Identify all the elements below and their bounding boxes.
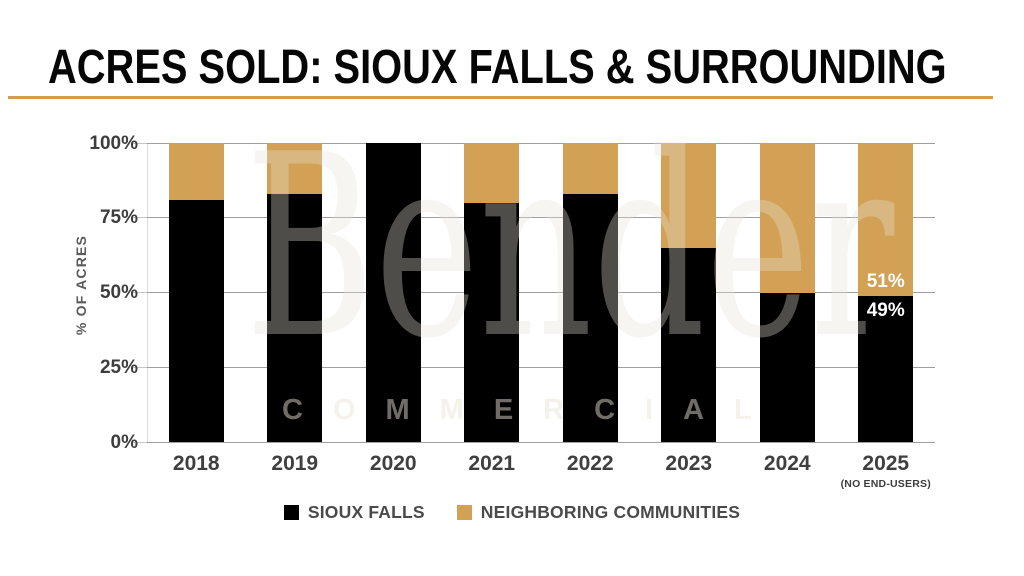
bar-2023-segment-neighboring-communities bbox=[661, 143, 717, 248]
x-label-2021: 2021 bbox=[468, 452, 516, 475]
bar-2019-segment-sioux-falls bbox=[267, 193, 323, 442]
bar-2023-segment-sioux-falls bbox=[661, 247, 717, 442]
legend-label-sioux-falls: SIOUX FALLS bbox=[307, 502, 425, 522]
bar-2022-segment-neighboring-communities bbox=[562, 143, 618, 194]
bar-2024-segment-sioux-falls bbox=[759, 292, 815, 442]
y-tick-0 bbox=[131, 441, 147, 443]
gridline-25 bbox=[147, 366, 935, 368]
legend-swatch-neighboring-communities bbox=[456, 505, 472, 520]
legend-swatch-sioux-falls bbox=[283, 505, 299, 520]
y-tick-50 bbox=[131, 292, 147, 293]
x-label-note-2025: (NO END-USERS) bbox=[840, 478, 931, 490]
bar-2019-segment-neighboring-communities bbox=[267, 143, 323, 194]
y-tick-75 bbox=[131, 217, 147, 219]
bar-2025-label-sioux-falls: 49% bbox=[866, 299, 905, 321]
gridline-75 bbox=[147, 217, 935, 219]
x-label-2023: 2023 bbox=[665, 452, 713, 475]
gridline-50 bbox=[147, 292, 935, 293]
bar-2022 bbox=[562, 143, 618, 442]
bar-2020 bbox=[365, 143, 421, 442]
bar-2021 bbox=[464, 143, 520, 442]
y-tick-label-100: 100% bbox=[89, 132, 138, 154]
bar-2025-segment-sioux-falls: 49% bbox=[858, 295, 914, 442]
bar-2025: 51% 49% bbox=[858, 143, 914, 442]
bar-2020-segment-sioux-falls bbox=[365, 143, 421, 442]
y-tick-label-25: 25% bbox=[99, 356, 138, 378]
bar-2019 bbox=[267, 143, 323, 442]
title-underline-rule bbox=[8, 96, 993, 99]
x-label-2022: 2022 bbox=[566, 452, 614, 475]
bar-2024-segment-neighboring-communities bbox=[759, 143, 815, 293]
gridline-0 bbox=[147, 441, 935, 443]
chart-legend: SIOUX FALLS NEIGHBORING COMMUNITIES bbox=[0, 502, 1024, 523]
legend-item-sioux-falls: SIOUX FALLS bbox=[283, 502, 425, 523]
bar-2021-segment-neighboring-communities bbox=[464, 143, 520, 203]
page-title: ACRES SOLD: SIOUX FALLS & SURROUNDING bbox=[48, 41, 947, 94]
bar-2024 bbox=[759, 143, 815, 442]
x-label-2025: 2025 bbox=[862, 452, 910, 475]
bar-2018-segment-sioux-falls bbox=[168, 199, 224, 442]
bar-2018 bbox=[168, 143, 224, 442]
x-label-2020: 2020 bbox=[369, 452, 417, 475]
x-label-2018: 2018 bbox=[172, 452, 220, 475]
y-tick-label-0: 0% bbox=[110, 431, 138, 453]
bar-2018-segment-neighboring-communities bbox=[168, 143, 224, 200]
bar-2023 bbox=[661, 143, 717, 442]
legend-item-neighboring-communities: NEIGHBORING COMMUNITIES bbox=[456, 502, 741, 523]
x-label-2024: 2024 bbox=[763, 452, 811, 475]
y-tick-25 bbox=[131, 366, 147, 368]
x-label-2019: 2019 bbox=[271, 452, 319, 475]
y-tick-100 bbox=[131, 142, 147, 144]
gridline-100 bbox=[147, 142, 935, 144]
y-tick-label-50: 50% bbox=[99, 282, 138, 303]
bar-2025-label-neighboring-communities: 51% bbox=[866, 270, 905, 292]
bar-2021-segment-sioux-falls bbox=[464, 202, 520, 442]
y-tick-label-75: 75% bbox=[99, 207, 138, 229]
bar-2022-segment-sioux-falls bbox=[562, 193, 618, 442]
bar-2025-segment-neighboring-communities: 51% bbox=[858, 143, 914, 296]
legend-label-neighboring-communities: NEIGHBORING COMMUNITIES bbox=[480, 502, 741, 522]
